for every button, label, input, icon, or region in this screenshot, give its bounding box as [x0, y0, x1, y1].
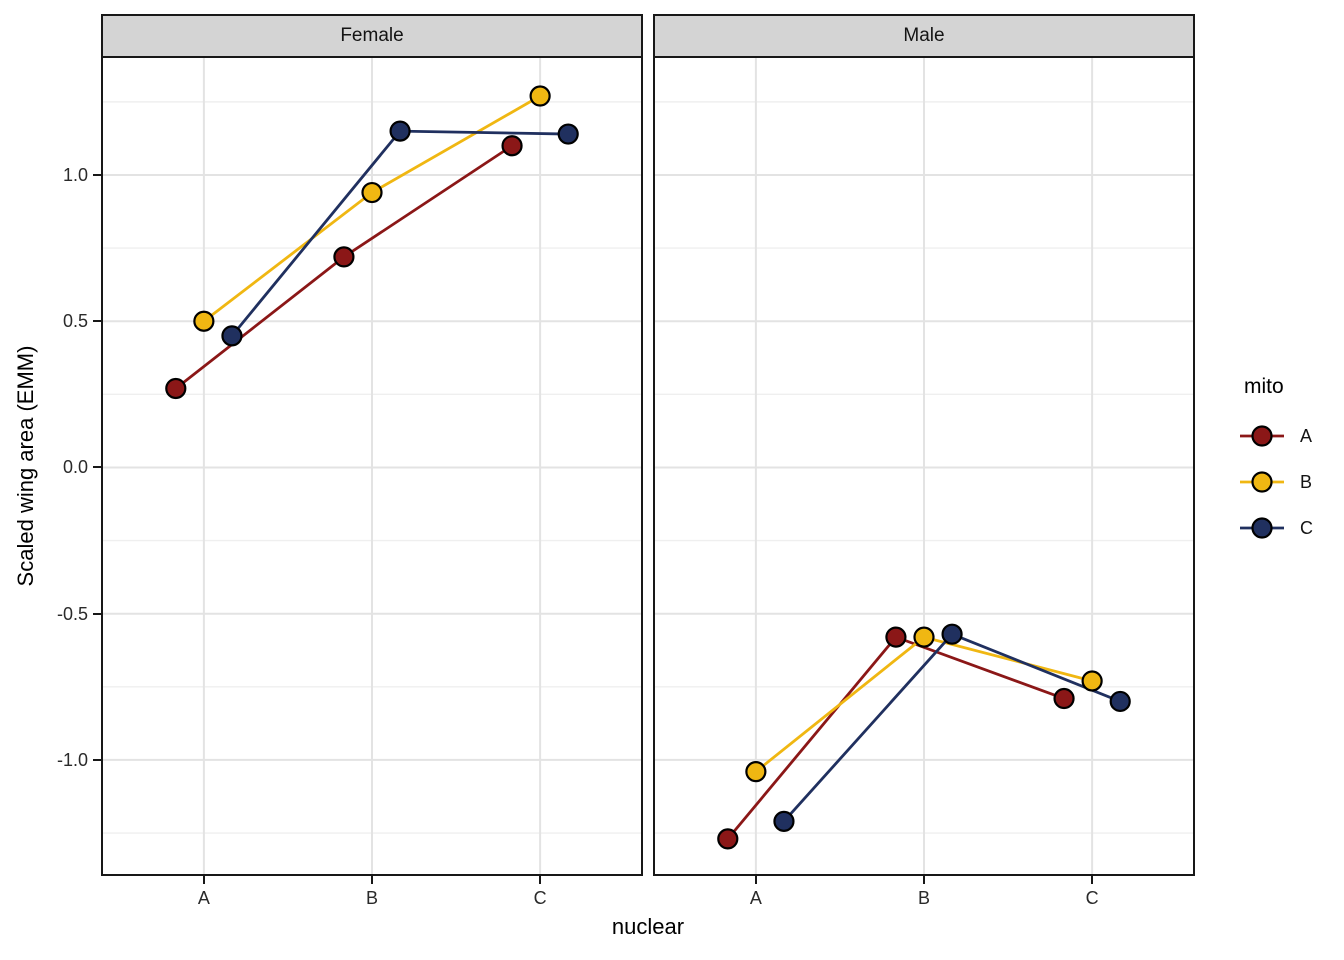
- data-point-C: [221, 325, 243, 347]
- legend-entries: A B C: [1240, 413, 1313, 551]
- y-tick-label: 0.0: [62, 457, 88, 478]
- legend-entry-label: A: [1300, 425, 1313, 446]
- x-tick-label: A: [197, 888, 210, 908]
- legend-entry-label: C: [1300, 517, 1313, 538]
- y-tick-label: 0.5: [62, 311, 88, 332]
- legend-key-point: [1251, 425, 1273, 447]
- facet-panel-male: [653, 56, 1195, 876]
- legend-key-B: [1240, 471, 1284, 493]
- x-tick-mark: [923, 876, 925, 884]
- data-point-B: [1081, 670, 1103, 692]
- facet-strip-male: Male: [653, 14, 1195, 58]
- data-point-B: [745, 761, 767, 783]
- facet-label-male: Male: [903, 25, 945, 46]
- legend: mito A B C: [1240, 375, 1313, 551]
- x-tick-label: B: [365, 888, 378, 908]
- facet-strip-female: Female: [101, 14, 643, 58]
- legend-key-point: [1251, 471, 1273, 493]
- y-tick-label: -1.0: [56, 749, 88, 770]
- x-tick-label: A: [749, 888, 762, 908]
- data-point-A: [885, 626, 907, 648]
- y-tick-mark: [93, 612, 101, 615]
- legend-key-C: [1240, 517, 1284, 539]
- data-point-C: [389, 120, 411, 142]
- data-point-B: [193, 310, 215, 332]
- data-point-A: [1053, 687, 1075, 710]
- legend-key-A: [1240, 425, 1284, 447]
- data-point-A: [165, 377, 187, 400]
- x-tick-mark: [754, 876, 757, 884]
- x-tick-mark: [371, 876, 373, 884]
- data-point-A: [717, 828, 739, 850]
- data-point-C: [1109, 690, 1131, 713]
- x-tick-mark: [1091, 876, 1094, 884]
- panel-canvas: [655, 58, 1193, 874]
- x-axis-title: nuclear: [611, 914, 685, 939]
- y-tick-mark: [93, 758, 101, 761]
- data-point-C: [941, 623, 963, 645]
- x-tick-label: C: [1085, 888, 1099, 908]
- legend-entry-label: B: [1300, 471, 1313, 492]
- x-tick-label: C: [533, 888, 547, 908]
- data-point-A: [501, 135, 523, 157]
- legend-entry-B: B: [1240, 459, 1313, 505]
- legend-entry-C: C: [1240, 505, 1313, 551]
- y-tick-label: 1.0: [62, 164, 88, 185]
- series-line-A: [726, 635, 1065, 840]
- data-point-B: [913, 626, 935, 648]
- facet-panel-female: [101, 56, 643, 876]
- series-line-C: [782, 632, 1121, 823]
- data-point-C: [557, 123, 579, 145]
- data-point-B: [361, 181, 383, 204]
- data-point-A: [333, 246, 355, 268]
- data-point-B: [529, 85, 551, 107]
- x-tick-label: B: [917, 888, 930, 908]
- y-tick-mark: [93, 320, 101, 323]
- data-point-C: [773, 810, 795, 832]
- legend-key-point: [1251, 517, 1273, 539]
- x-tick-mark: [539, 876, 542, 884]
- x-tick-mark: [202, 876, 205, 884]
- facet-label-female: Female: [340, 25, 404, 46]
- y-tick-label: -0.5: [56, 603, 88, 624]
- y-tick-mark: [93, 466, 101, 469]
- panel-canvas: [103, 58, 641, 874]
- legend-entry-A: A: [1240, 413, 1313, 459]
- legend-title: mito: [1244, 375, 1284, 398]
- y-tick-mark: [93, 173, 101, 176]
